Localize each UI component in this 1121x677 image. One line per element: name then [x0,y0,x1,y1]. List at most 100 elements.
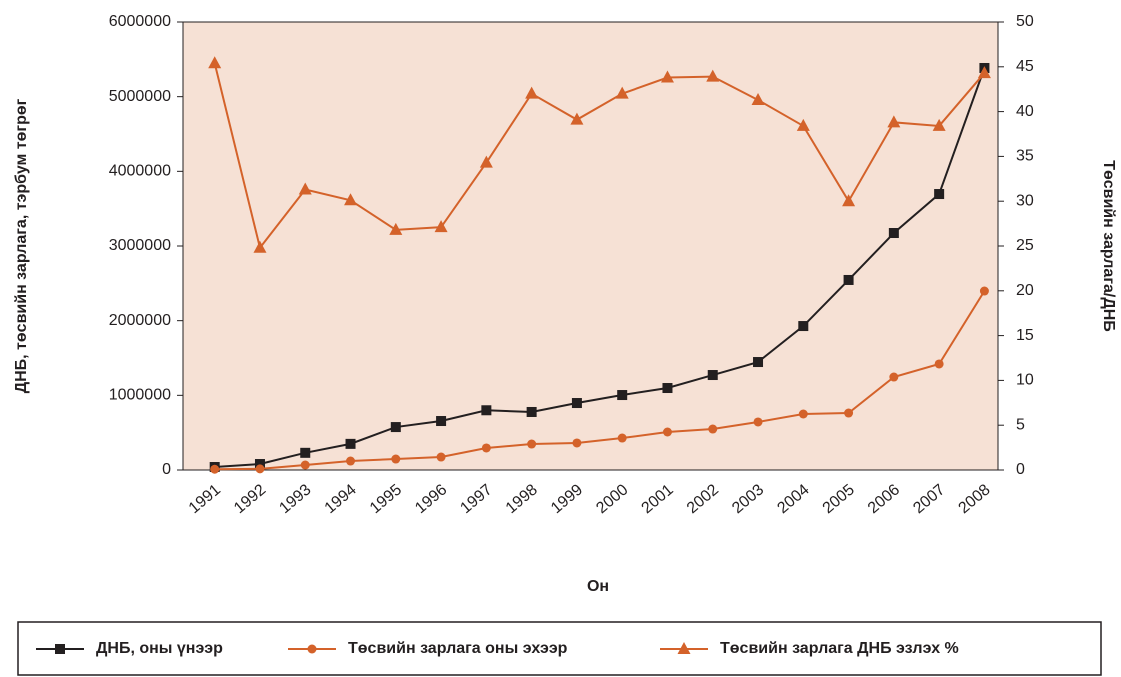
data-point [887,115,901,128]
y2-tick-label: 10 [1016,372,1034,389]
series-line [214,67,986,469]
y-tick-label: 3000000 [109,237,171,254]
data-point [525,86,539,99]
data-point [255,464,265,474]
x-tick-label: 1993 [276,481,314,517]
y-tick-label: 1000000 [109,387,171,404]
data-point [570,112,584,125]
data-point [254,459,265,470]
x-tick-label: 1998 [503,481,541,517]
data-point [617,433,627,443]
series-line [214,290,986,471]
y2-tick-label: 5 [1016,416,1025,433]
y2-tick-label: 30 [1016,192,1034,209]
data-point [934,359,944,369]
y-tick-label: 2000000 [109,312,171,329]
data-point [888,228,899,239]
x-tick-label: 1992 [231,481,269,517]
data-point [798,321,809,332]
data-point [481,405,492,416]
data-point [300,460,310,470]
data-point [798,409,808,419]
data-point [662,383,673,394]
y2-tick-label: 35 [1016,148,1034,165]
data-point [300,447,311,458]
data-point [615,86,629,99]
y-tick-label: 0 [162,461,171,478]
data-point [389,222,403,235]
x-tick-label: 2000 [593,481,631,517]
y-tick-label: 5000000 [109,88,171,105]
x-tick-label: 1994 [322,481,360,517]
x-tick-label: 2004 [774,481,812,517]
x-tick-label: 1999 [548,481,586,517]
y2-tick-label: 0 [1016,461,1025,478]
data-point [660,70,674,83]
data-point [796,118,810,131]
data-point [707,370,718,381]
data-point [843,274,854,285]
data-point [481,443,491,453]
data-point [210,464,220,474]
data-point [889,372,899,382]
x-tick-label: 2007 [910,481,948,517]
data-point [751,92,765,105]
data-point [977,66,991,79]
x-tick-label: 1991 [186,481,224,517]
x-tick-label: 1996 [412,481,450,517]
legend-label: Төсвийн зарлага ДНБ эзлэх % [720,640,959,657]
data-point [479,155,493,168]
x-tick-label: 1995 [367,481,405,517]
series-line [213,62,986,251]
plot-area [182,21,999,471]
data-point [346,456,356,466]
data-point [391,454,401,464]
data-point [753,357,764,368]
x-tick-label: 2005 [820,481,858,517]
data-point [708,424,718,434]
data-point [345,438,356,449]
data-point [842,194,856,207]
legend-marker [307,644,317,654]
legend-box [17,621,1102,676]
y2-tick-label: 45 [1016,58,1034,75]
data-point [344,193,358,206]
data-point [844,408,854,418]
y2-tick-label: 20 [1016,282,1034,299]
x-tick-label: 2002 [684,481,722,517]
data-point [932,118,946,131]
data-point [572,438,582,448]
y-tick-label: 4000000 [109,163,171,180]
x-tick-label: 2008 [956,481,994,517]
data-point [706,69,720,82]
x-tick-label: 2006 [865,481,903,517]
y2-tick-label: 50 [1016,13,1034,30]
y2-axis-title: Төсвийн зарлага/ДНБ [1100,160,1117,332]
data-point [208,56,222,69]
y2-tick-label: 25 [1016,237,1034,254]
y-tick-label: 6000000 [109,13,171,30]
data-point [526,406,537,417]
data-point [298,182,312,195]
data-point [390,422,401,433]
legend-marker [677,642,691,654]
data-point [934,189,945,200]
data-point [662,427,672,437]
data-point [434,220,448,233]
x-tick-label: 2003 [729,481,767,517]
data-point [527,439,537,449]
data-point [753,417,763,427]
x-axis-title: Он [587,578,609,595]
x-tick-label: 1997 [457,481,495,517]
data-point [253,240,267,253]
data-point [436,452,446,462]
y2-tick-label: 40 [1016,103,1034,120]
legend-marker [55,644,65,654]
data-point [617,390,628,401]
data-point [979,286,989,296]
y-axis-title: ДНБ, төсвийн зарлага, тэрбум төгрөг [13,98,30,393]
data-point [436,416,447,427]
legend-label: ДНБ, оны үнээр [96,640,223,657]
y2-tick-label: 15 [1016,327,1034,344]
